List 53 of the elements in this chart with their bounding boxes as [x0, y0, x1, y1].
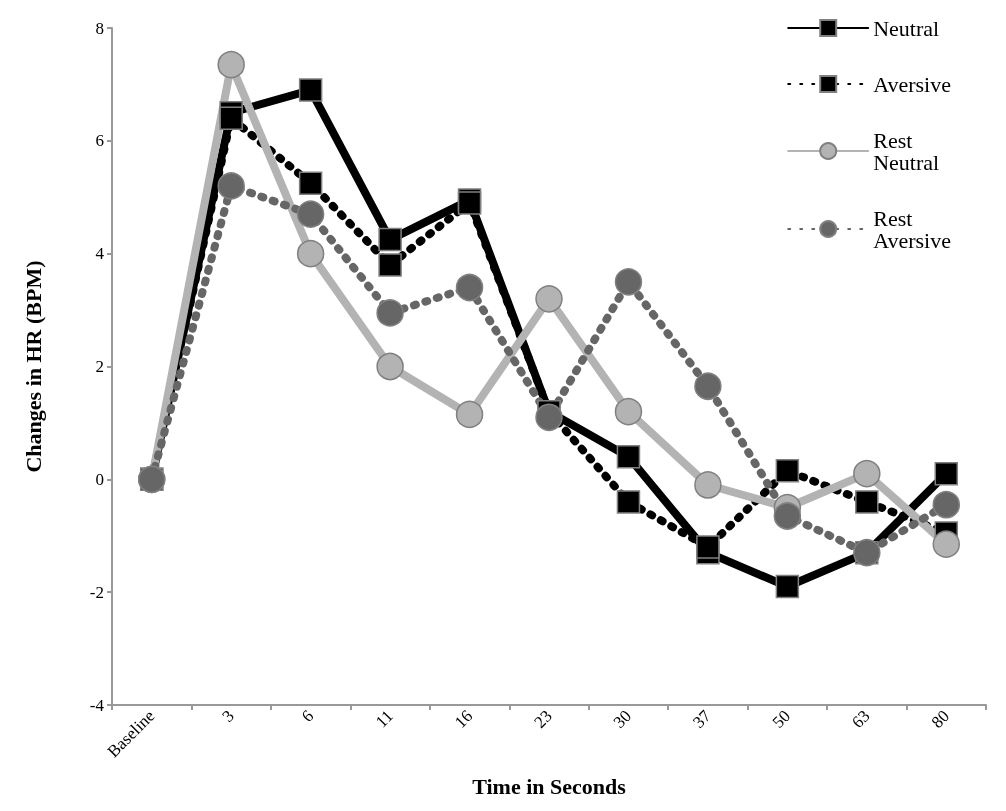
- x-tick-label: 63: [848, 706, 874, 732]
- point: [298, 78, 323, 102]
- x-tick-label: 50: [768, 706, 795, 732]
- x-tick-label: 80: [927, 706, 953, 732]
- x-tick-label: 23: [530, 706, 556, 732]
- legend-label: Neutral: [873, 15, 940, 41]
- point: [535, 403, 563, 432]
- y-tick-label: -2: [89, 582, 104, 602]
- point: [535, 285, 563, 313]
- point: [694, 372, 722, 400]
- point: [775, 574, 800, 599]
- x-tick-label: 37: [689, 706, 715, 732]
- legend-label: Aversive: [873, 71, 952, 97]
- point: [775, 459, 800, 483]
- y-tick-label: -4: [89, 695, 105, 715]
- point: [217, 50, 245, 79]
- x-tick-label: 3: [218, 706, 238, 726]
- point: [378, 227, 402, 252]
- point: [298, 171, 323, 195]
- point: [376, 352, 404, 381]
- point: [296, 200, 325, 228]
- y-tick-label: 8: [95, 18, 104, 38]
- x-tick-label: 11: [371, 706, 397, 732]
- y-tick-label: 6: [95, 131, 104, 151]
- y-axis-title: Changes in HR (BPM): [20, 260, 46, 473]
- point: [932, 530, 961, 558]
- point: [694, 471, 722, 499]
- point: [614, 397, 643, 426]
- y-tick-label: 2: [95, 357, 104, 376]
- point: [616, 445, 641, 469]
- point: [616, 490, 641, 514]
- point: [855, 490, 879, 514]
- point: [296, 239, 325, 268]
- point: [853, 459, 881, 488]
- point: [932, 490, 961, 519]
- y-tick-label: 4: [95, 244, 105, 264]
- point: [455, 273, 484, 302]
- point: [614, 268, 643, 296]
- point: [934, 461, 959, 486]
- legend-label: Rest Aversive: [873, 205, 952, 253]
- point: [696, 535, 720, 559]
- x-tick-label: 30: [609, 706, 636, 732]
- point: [378, 253, 402, 277]
- point: [219, 106, 243, 131]
- x-tick-label: 6: [297, 706, 318, 726]
- point: [217, 172, 245, 200]
- x-tick-label: 16: [450, 706, 477, 732]
- point: [376, 299, 404, 327]
- point: [773, 502, 802, 530]
- x-axis-title: Time in Seconds: [472, 773, 627, 799]
- y-tick-label: 0: [95, 469, 104, 489]
- point: [455, 400, 484, 429]
- legend-label: Rest Neutral: [873, 127, 940, 175]
